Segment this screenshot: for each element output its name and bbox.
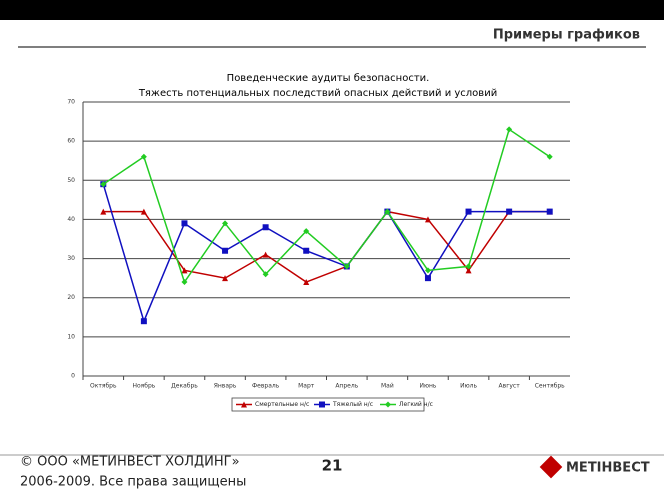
chart-title: Поведенческие аудиты безопасности.: [227, 73, 430, 84]
x-tick-label: Декабрь: [171, 383, 198, 390]
y-tick-label: 70: [67, 99, 75, 106]
marker: [181, 267, 188, 274]
page-number: 21: [322, 457, 343, 475]
legend-label: Смертельные н/с: [255, 401, 309, 408]
marker: [424, 267, 431, 274]
marker: [140, 153, 147, 160]
y-tick-label: 0: [71, 373, 75, 380]
x-tick-label: Сентябрь: [535, 383, 565, 390]
logo: МЕТІНВЕСТ: [566, 461, 650, 476]
y-tick-label: 30: [67, 255, 75, 262]
x-tick-label: Февраль: [252, 383, 280, 390]
marker: [222, 247, 229, 254]
x-tick-label: Июль: [460, 383, 477, 390]
x-tick-label: Январь: [214, 383, 237, 390]
marker: [100, 208, 107, 215]
marker: [262, 224, 269, 231]
marker: [385, 401, 391, 408]
marker: [384, 208, 391, 215]
marker: [262, 271, 269, 278]
series-line: [103, 210, 550, 283]
marker: [546, 153, 553, 160]
marker: [140, 318, 147, 325]
marker: [546, 208, 553, 215]
marker: [140, 208, 147, 215]
x-tick-label: Март: [298, 383, 315, 390]
marker: [343, 263, 350, 270]
marker: [465, 208, 472, 215]
series-line: [102, 128, 551, 284]
marker: [424, 216, 431, 223]
y-tick-label: 20: [67, 294, 75, 301]
x-tick-label: Октябрь: [90, 383, 117, 390]
copyright: © ООО «МЕТИНВЕСТ ХОЛДИНГ»: [20, 455, 240, 470]
marker: [465, 263, 472, 270]
y-tick-label: 10: [67, 333, 75, 340]
marker: [262, 251, 269, 258]
marker: [506, 126, 513, 133]
marker: [303, 279, 310, 286]
logo-icon: [539, 455, 563, 479]
x-tick-label: Май: [381, 383, 394, 390]
chart-subtitle: Тяжесть потенциальных последствий опасны…: [138, 88, 497, 99]
marker: [222, 275, 229, 282]
slide-title: Примеры графиков: [493, 28, 640, 43]
x-tick-label: Август: [499, 383, 521, 390]
marker: [181, 220, 188, 227]
x-tick-label: Ноябрь: [132, 383, 155, 390]
marker: [303, 247, 310, 254]
y-tick-label: 40: [67, 216, 75, 223]
marker: [100, 181, 107, 188]
copyright: 2006-2009. Все права защищены: [20, 475, 246, 490]
x-tick-label: Июнь: [419, 383, 436, 390]
legend-label: Легкий н/с: [399, 401, 433, 408]
marker: [222, 220, 229, 227]
y-tick-label: 60: [67, 138, 75, 145]
top-bar: [0, 0, 664, 20]
legend-label: Тяжелый н/с: [332, 401, 373, 408]
series-line: [102, 183, 550, 324]
marker: [181, 279, 188, 286]
marker: [506, 208, 513, 215]
marker: [319, 401, 325, 408]
marker: [465, 267, 472, 274]
y-tick-label: 50: [67, 177, 75, 184]
marker: [303, 228, 310, 235]
marker: [241, 401, 247, 408]
x-tick-label: Апрель: [335, 383, 358, 390]
marker: [424, 275, 431, 282]
